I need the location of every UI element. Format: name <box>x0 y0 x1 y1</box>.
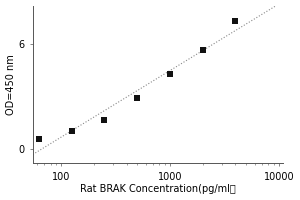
Point <box>69 129 74 133</box>
Y-axis label: OD=450 nm: OD=450 nm <box>6 54 16 115</box>
X-axis label: Rat BRAK Concentration(pg/ml）: Rat BRAK Concentration(pg/ml） <box>80 184 236 194</box>
Point <box>167 72 172 76</box>
Point <box>102 119 107 122</box>
Point <box>36 138 41 141</box>
Point <box>233 20 238 23</box>
Point <box>135 97 140 100</box>
Point <box>200 49 205 52</box>
